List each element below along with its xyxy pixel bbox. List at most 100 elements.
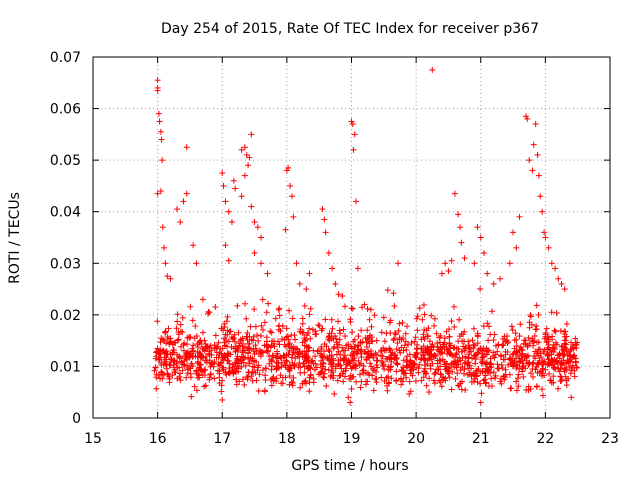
- data-point: [211, 360, 218, 367]
- data-point: [530, 342, 537, 349]
- data-point: [279, 380, 286, 387]
- data-point: [563, 333, 570, 340]
- data-point: [341, 303, 348, 310]
- x-tick-label: 20: [407, 431, 425, 447]
- data-point: [543, 350, 550, 357]
- data-point: [547, 377, 554, 384]
- data-point: [180, 198, 187, 205]
- data-point: [164, 273, 171, 280]
- data-point: [307, 335, 314, 342]
- data-point: [299, 350, 306, 357]
- data-point: [287, 182, 294, 189]
- data-point: [455, 382, 462, 389]
- data-point: [245, 355, 252, 362]
- data-point: [436, 339, 443, 346]
- data-point: [235, 329, 242, 336]
- data-point: [477, 234, 484, 241]
- data-point: [309, 357, 316, 364]
- data-point: [153, 348, 160, 355]
- data-point: [252, 323, 259, 330]
- data-point: [165, 325, 172, 332]
- data-point: [218, 359, 225, 366]
- data-point: [402, 330, 409, 337]
- data-point: [330, 372, 337, 379]
- data-point: [539, 386, 546, 393]
- data-point: [549, 357, 556, 364]
- x-tick-label: 19: [343, 431, 361, 447]
- data-point: [263, 365, 270, 372]
- data-point: [514, 375, 521, 382]
- data-point: [459, 363, 466, 370]
- data-point: [186, 334, 193, 341]
- data-point: [325, 249, 332, 256]
- data-point: [183, 144, 190, 151]
- data-point: [407, 370, 414, 377]
- data-point: [259, 367, 266, 374]
- data-point: [465, 365, 472, 372]
- data-point: [332, 280, 339, 287]
- data-point: [474, 224, 481, 231]
- data-point: [187, 303, 194, 310]
- data-point: [488, 382, 495, 389]
- data-point: [278, 363, 285, 370]
- data-point: [196, 338, 203, 345]
- data-point: [167, 362, 174, 369]
- data-point: [328, 316, 335, 323]
- data-point: [519, 350, 526, 357]
- data-point: [154, 345, 161, 352]
- data-point: [465, 351, 472, 358]
- data-point: [222, 198, 229, 205]
- data-point: [264, 270, 271, 277]
- data-point: [384, 387, 391, 394]
- data-point: [161, 360, 168, 367]
- data-point: [276, 312, 283, 319]
- data-point: [194, 348, 201, 355]
- y-tick-label: 0.06: [50, 102, 81, 118]
- data-point: [291, 361, 298, 368]
- data-point: [470, 370, 477, 377]
- data-point: [515, 371, 522, 378]
- data-point: [398, 366, 405, 373]
- data-point: [446, 374, 453, 381]
- data-point: [199, 329, 206, 336]
- data-point: [549, 336, 556, 343]
- data-point: [414, 341, 421, 348]
- data-point: [448, 257, 455, 264]
- data-point: [454, 358, 461, 365]
- data-point: [334, 318, 341, 325]
- data-point: [406, 361, 413, 368]
- data-point: [245, 349, 252, 356]
- data-point: [524, 115, 531, 122]
- data-point: [299, 329, 306, 336]
- data-point: [199, 296, 206, 303]
- data-point: [211, 375, 218, 382]
- data-point: [285, 341, 292, 348]
- data-point: [341, 356, 348, 363]
- data-point: [213, 354, 220, 361]
- data-point: [455, 346, 462, 353]
- data-point: [290, 213, 297, 220]
- data-point: [351, 336, 358, 343]
- data-point: [176, 353, 183, 360]
- data-point: [244, 337, 251, 344]
- data-point: [218, 325, 225, 332]
- data-point: [284, 333, 291, 340]
- data-point: [174, 311, 181, 318]
- data-point: [462, 353, 469, 360]
- data-point: [297, 369, 304, 376]
- data-point: [174, 318, 181, 325]
- data-point: [256, 371, 263, 378]
- data-point: [178, 359, 185, 366]
- data-point: [378, 329, 385, 336]
- data-point: [302, 380, 309, 387]
- data-point: [349, 305, 356, 312]
- data-point: [508, 385, 515, 392]
- data-point: [448, 318, 455, 325]
- data-point: [303, 286, 310, 293]
- data-point: [244, 373, 251, 380]
- data-point: [339, 344, 346, 351]
- data-point: [381, 365, 388, 372]
- data-point: [226, 360, 233, 367]
- data-point: [509, 327, 516, 334]
- data-point: [158, 368, 165, 375]
